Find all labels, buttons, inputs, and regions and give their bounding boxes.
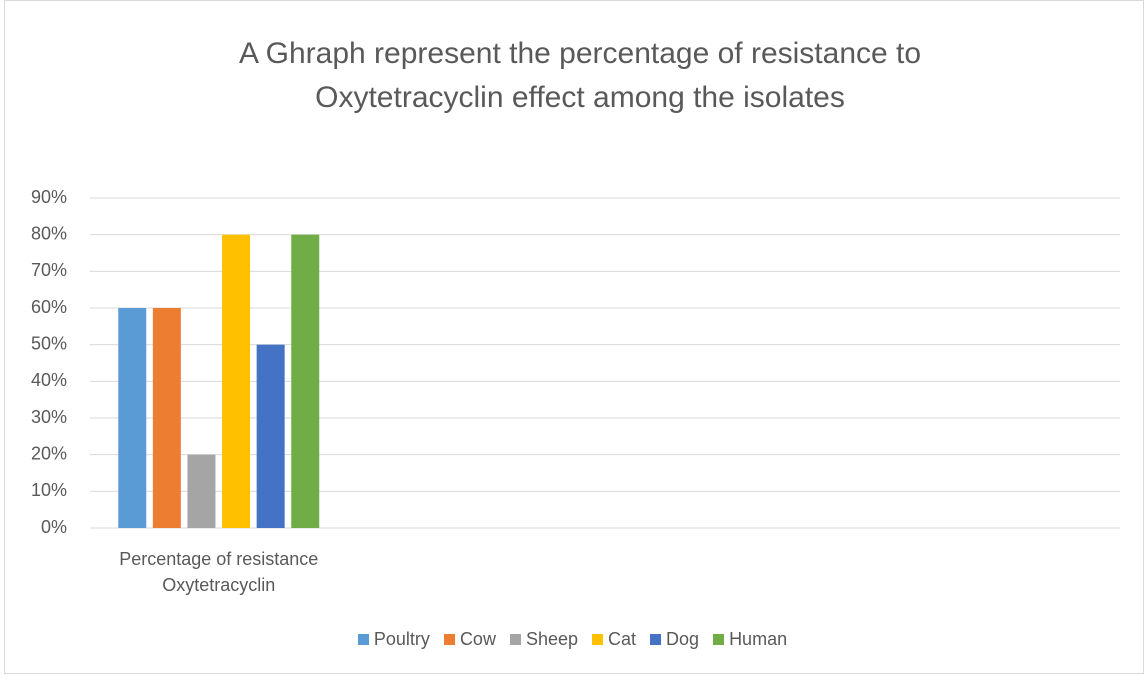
bar	[256, 344, 285, 528]
legend-label: Human	[729, 629, 788, 649]
legend-label: Sheep	[525, 629, 579, 649]
bar	[222, 234, 251, 528]
legend-item: Dog	[650, 629, 699, 650]
y-tick-label: 70%	[31, 260, 67, 280]
bar	[118, 308, 147, 528]
legend-swatch	[509, 634, 521, 645]
legend-item: Human	[713, 629, 787, 650]
chart-border	[4, 0, 1144, 674]
legend: Poultry Cow Sheep Cat Dog Human	[0, 629, 1145, 650]
legend-item: Cat	[592, 629, 636, 650]
legend-swatch	[592, 634, 604, 645]
bar	[187, 454, 216, 528]
y-tick-label: 10%	[31, 480, 67, 500]
legend-item: Poultry	[357, 629, 430, 650]
y-tick-label: 60%	[31, 297, 67, 317]
legend-swatch	[357, 634, 369, 645]
legend-label: Cow	[459, 629, 496, 649]
legend-label: Poultry	[373, 629, 430, 649]
chart-title: A Ghraph represent the percentage of res…	[238, 37, 922, 114]
legend-item: Cow	[443, 629, 496, 650]
y-tick-label: 80%	[31, 223, 67, 243]
legend-swatch	[650, 634, 662, 645]
legend-swatch	[443, 634, 455, 645]
legend-swatch	[713, 634, 725, 645]
bar	[291, 234, 320, 528]
y-tick-label: 40%	[31, 370, 67, 390]
y-tick-label: 0%	[41, 517, 67, 537]
y-tick-label: 90%	[31, 187, 67, 207]
x-tick-label: Percentage of resistance Oxytetracyclin	[119, 549, 319, 595]
y-tick-label: 30%	[31, 407, 67, 427]
bar	[152, 308, 181, 528]
legend-item: Sheep	[509, 629, 579, 650]
legend-label: Cat	[608, 629, 637, 649]
legend-label: Dog	[666, 629, 700, 649]
y-tick-label: 20%	[31, 443, 67, 463]
y-tick-label: 50%	[31, 333, 67, 353]
